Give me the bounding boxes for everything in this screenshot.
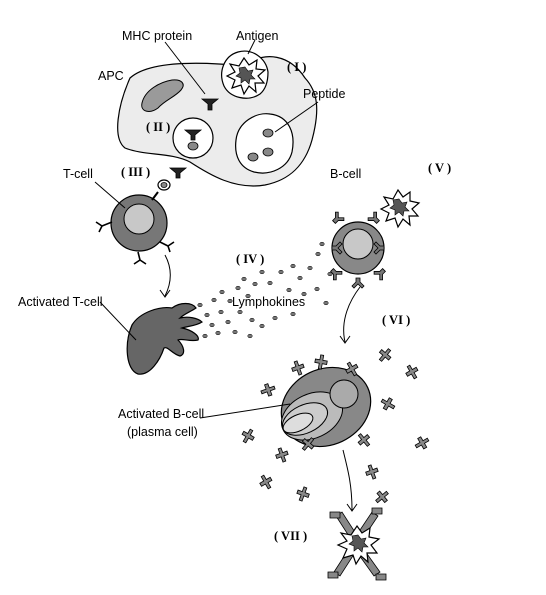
label-antigen: Antigen <box>236 29 278 43</box>
plasma-cell <box>280 366 372 448</box>
step-vi: ( VI ) <box>382 313 410 327</box>
label-activated-t-cell: Activated T-cell <box>18 295 103 309</box>
plasma-cell-arrow <box>342 449 353 511</box>
activated-t-cell-leader-line <box>99 301 137 341</box>
label-mhc-protein: MHC protein <box>122 29 192 43</box>
peptide-vesicle <box>235 113 294 174</box>
mhc-tcr-complex-icon <box>157 167 188 191</box>
b-cell <box>327 210 389 289</box>
antigen-antibody-complex-icon <box>327 507 387 581</box>
peptide-fragment-icon <box>262 147 274 157</box>
mhc-leader-line <box>164 41 206 95</box>
peptide-leader-line <box>274 101 319 133</box>
lymphokines-dots <box>197 241 333 339</box>
label-peptide: Peptide <box>303 87 345 101</box>
t-cell-activation-arrow <box>164 254 171 297</box>
label-plasma-cell: (plasma cell) <box>127 425 198 439</box>
mhc-protein-icon <box>200 98 220 111</box>
label-lymphokines: Lymphokines <box>232 295 305 309</box>
step-ii: ( II ) <box>146 120 170 134</box>
step-v: ( V ) <box>428 161 451 175</box>
antigen-burst-icon <box>225 56 267 96</box>
t-cell-leader-line <box>94 181 126 209</box>
step-iii: ( III ) <box>121 165 150 179</box>
b-cell-activation-arrow <box>343 286 361 343</box>
step-i: ( I ) <box>287 60 306 74</box>
peptide-fragment-icon <box>247 152 259 162</box>
step-vii: ( VII ) <box>274 529 307 543</box>
label-b-cell: B-cell <box>330 167 361 181</box>
antigen-leader-line <box>247 39 256 55</box>
plasma-cell-leader-line <box>199 403 291 419</box>
label-activated-b-cell: Activated B-cell <box>118 407 204 421</box>
peptide-fragment-icon <box>262 128 274 138</box>
label-apc: APC <box>98 69 124 83</box>
activated-t-cell <box>126 302 203 375</box>
antigen-on-b-cell-icon <box>379 188 421 229</box>
label-t-cell: T-cell <box>63 167 93 181</box>
step-iv: ( IV ) <box>236 252 264 266</box>
apc-nucleus <box>141 79 184 112</box>
t-cell <box>95 191 175 265</box>
mhc-vesicle <box>172 117 214 159</box>
